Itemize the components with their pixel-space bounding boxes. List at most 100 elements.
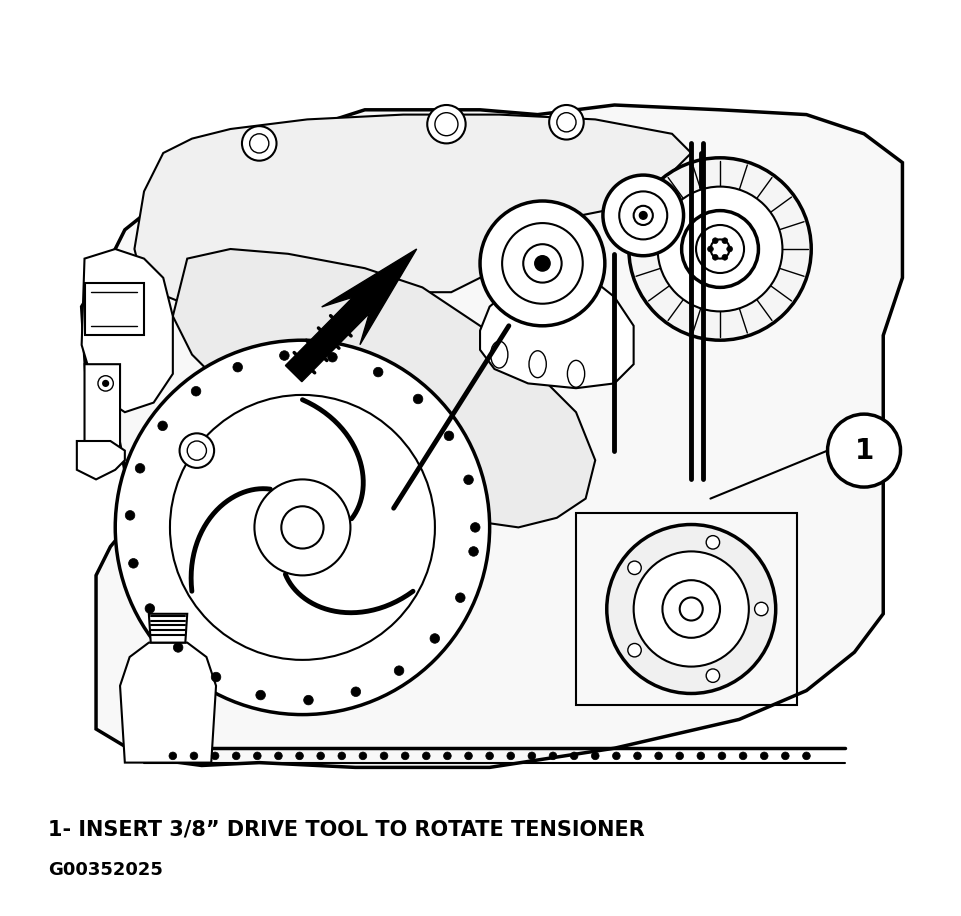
Circle shape [281, 507, 323, 549]
Circle shape [612, 752, 620, 759]
Circle shape [549, 105, 583, 139]
Circle shape [380, 752, 387, 759]
Circle shape [697, 752, 704, 759]
Polygon shape [85, 283, 144, 335]
Circle shape [801, 752, 809, 759]
Circle shape [485, 752, 493, 759]
Circle shape [549, 752, 556, 759]
Circle shape [619, 191, 667, 239]
Circle shape [628, 562, 641, 574]
Circle shape [711, 238, 717, 244]
Circle shape [253, 752, 260, 759]
Circle shape [456, 465, 475, 485]
Circle shape [414, 409, 430, 425]
Circle shape [173, 643, 183, 652]
Circle shape [431, 446, 451, 465]
Polygon shape [77, 441, 125, 479]
Circle shape [351, 687, 360, 696]
Circle shape [422, 752, 430, 759]
Circle shape [662, 580, 719, 638]
Circle shape [211, 752, 219, 759]
Circle shape [780, 752, 788, 759]
Circle shape [676, 752, 683, 759]
Circle shape [654, 752, 662, 759]
Polygon shape [173, 249, 595, 528]
Text: G00352025: G00352025 [48, 861, 162, 879]
Circle shape [407, 417, 427, 436]
Circle shape [383, 388, 403, 408]
Circle shape [705, 536, 719, 549]
Circle shape [826, 414, 899, 487]
Circle shape [254, 479, 350, 575]
Circle shape [233, 752, 240, 759]
Circle shape [528, 752, 535, 759]
Circle shape [502, 224, 582, 304]
Circle shape [136, 463, 145, 473]
Circle shape [328, 353, 337, 362]
Circle shape [464, 752, 472, 759]
Circle shape [233, 363, 242, 372]
Circle shape [534, 256, 550, 271]
Circle shape [103, 380, 109, 387]
Circle shape [710, 239, 728, 258]
Text: 1- INSERT 3/8” DRIVE TOOL TO ROTATE TENSIONER: 1- INSERT 3/8” DRIVE TOOL TO ROTATE TENS… [48, 820, 644, 840]
Circle shape [187, 441, 207, 460]
Circle shape [570, 752, 578, 759]
Ellipse shape [490, 341, 507, 368]
Circle shape [256, 691, 265, 700]
Circle shape [438, 431, 454, 447]
Circle shape [158, 421, 167, 431]
Circle shape [506, 752, 514, 759]
Circle shape [169, 752, 177, 759]
Circle shape [443, 752, 451, 759]
Polygon shape [135, 114, 691, 316]
Circle shape [98, 376, 113, 391]
Circle shape [304, 695, 313, 705]
Circle shape [274, 752, 282, 759]
Polygon shape [285, 249, 416, 382]
Circle shape [250, 134, 268, 153]
Circle shape [759, 752, 767, 759]
Circle shape [468, 547, 478, 556]
Circle shape [603, 175, 683, 256]
Circle shape [366, 361, 382, 376]
Circle shape [753, 603, 767, 616]
Circle shape [717, 752, 725, 759]
Circle shape [295, 752, 303, 759]
Circle shape [633, 206, 653, 225]
Ellipse shape [567, 360, 584, 387]
Circle shape [455, 593, 464, 603]
Circle shape [480, 201, 604, 326]
Circle shape [633, 752, 641, 759]
Circle shape [364, 359, 383, 378]
Circle shape [394, 666, 404, 675]
Circle shape [633, 551, 748, 667]
Circle shape [721, 238, 727, 244]
Polygon shape [149, 614, 187, 643]
Circle shape [280, 351, 289, 360]
Circle shape [639, 212, 647, 219]
Circle shape [316, 752, 324, 759]
Circle shape [211, 672, 221, 682]
Circle shape [711, 255, 717, 260]
Circle shape [444, 431, 454, 441]
Circle shape [373, 367, 382, 376]
Circle shape [125, 510, 135, 520]
Circle shape [427, 105, 465, 144]
Circle shape [681, 211, 757, 288]
Circle shape [180, 433, 214, 468]
Polygon shape [82, 249, 173, 412]
Circle shape [707, 246, 712, 252]
Circle shape [726, 246, 731, 252]
Circle shape [738, 752, 746, 759]
Circle shape [628, 643, 641, 657]
Circle shape [556, 113, 576, 132]
Circle shape [606, 525, 775, 693]
Circle shape [591, 752, 599, 759]
Polygon shape [85, 365, 120, 465]
Circle shape [170, 395, 434, 660]
Circle shape [705, 669, 719, 682]
Circle shape [523, 245, 561, 283]
Circle shape [401, 752, 408, 759]
Circle shape [696, 225, 743, 273]
